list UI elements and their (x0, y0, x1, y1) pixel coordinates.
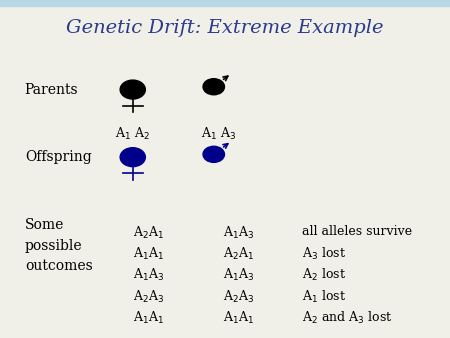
Text: A$_1$A$_3$: A$_1$A$_3$ (223, 267, 254, 284)
Text: A$_2$A$_3$: A$_2$A$_3$ (223, 289, 254, 305)
Text: A$_1$A$_3$: A$_1$A$_3$ (223, 225, 254, 241)
Circle shape (203, 146, 225, 162)
Text: A$_1$A$_1$: A$_1$A$_1$ (223, 310, 254, 326)
Circle shape (120, 80, 145, 99)
Text: A$_1$ A$_2$: A$_1$ A$_2$ (115, 126, 150, 142)
Text: Offspring: Offspring (25, 150, 91, 164)
Circle shape (120, 148, 145, 167)
Text: A$_2$A$_3$: A$_2$A$_3$ (133, 289, 164, 305)
Text: A$_1$A$_1$: A$_1$A$_1$ (133, 310, 164, 326)
Circle shape (203, 79, 225, 95)
Text: Some
possible
outcomes: Some possible outcomes (25, 218, 93, 273)
Text: all alleles survive: all alleles survive (302, 225, 412, 238)
Text: A$_1$ A$_3$: A$_1$ A$_3$ (201, 126, 236, 142)
Text: A$_2$A$_1$: A$_2$A$_1$ (223, 246, 254, 262)
Bar (0, 0, 450, 6)
Text: A$_2$ and A$_3$ lost: A$_2$ and A$_3$ lost (302, 310, 392, 326)
Text: A$_2$ lost: A$_2$ lost (302, 267, 346, 284)
Text: A$_1$A$_1$: A$_1$A$_1$ (133, 246, 164, 262)
Text: A$_1$ lost: A$_1$ lost (302, 289, 346, 305)
Text: Parents: Parents (25, 82, 78, 97)
Text: Genetic Drift: Extreme Example: Genetic Drift: Extreme Example (66, 19, 384, 37)
Text: A$_2$A$_1$: A$_2$A$_1$ (133, 225, 164, 241)
Text: A$_3$ lost: A$_3$ lost (302, 246, 346, 262)
Text: A$_1$A$_3$: A$_1$A$_3$ (133, 267, 164, 284)
